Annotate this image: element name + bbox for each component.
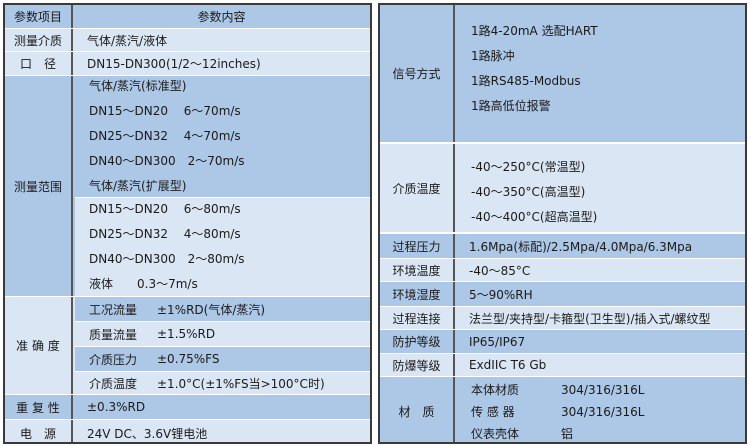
label: 介质温度 — [380, 144, 455, 232]
temp-line: -40～350°C(高温型) — [471, 184, 586, 199]
key: 工况流量 — [89, 302, 138, 317]
label: 过程压力 — [380, 234, 455, 258]
value: 5～90%RH — [469, 287, 533, 302]
label: 防爆等级 — [380, 354, 455, 376]
material-item: 仪表壳体 铝 — [471, 423, 745, 443]
material-item: 本体材质 304/316/316L — [471, 379, 745, 401]
signal-line: 1路高低位报警 — [471, 98, 551, 113]
label: 环境湿度 — [380, 282, 455, 306]
label: 环境温度 — [380, 259, 455, 281]
range-line: 气体/蒸汽(标准型) — [89, 79, 187, 93]
temp-line: -40～400°C(超高温型) — [471, 209, 598, 224]
accuracy-item: 介质压力 ±0.75%FS — [75, 347, 370, 372]
accuracy-item: 质量流量 ±1.5%RD — [75, 322, 370, 347]
accuracy-item: 工况流量 ±1%RD(气体/蒸汽) — [75, 297, 370, 322]
label: 电 源 — [5, 420, 73, 442]
value: ExdIIC T6 Gb — [469, 358, 547, 372]
header-row: 参数项目 参数内容 — [5, 5, 370, 29]
row-medium-temp: 介质温度 -40～250°C(常温型) -40～350°C(高温型) -40～4… — [380, 144, 745, 234]
val: ±1.5%RD — [157, 327, 216, 341]
label: 过程连接 — [380, 307, 455, 329]
range-line: DN25～DN32 4～80m/s — [89, 227, 241, 241]
val: ±1.0°C(±1%FS当>100°C时) — [157, 376, 325, 391]
row-power: 电 源 24V DC、3.6V锂电池 — [5, 420, 370, 442]
key: 介质压力 — [89, 352, 138, 367]
key: 本体材质 — [471, 382, 520, 397]
range-standard: 气体/蒸汽(标准型) DN15～DN20 6～70m/s DN25～DN32 4… — [75, 76, 370, 198]
val: 304/316/316L — [561, 404, 645, 419]
header-content: 参数内容 — [197, 10, 246, 24]
accuracy-item: 介质温度 ±1.0°C(±1%FS当>100°C时) — [75, 372, 370, 395]
value: 24V DC、3.6V锂电池 — [87, 426, 208, 441]
row-repeatability: 重 复 性 ±0.3%RD — [5, 395, 370, 420]
row-diameter: 口 径 DN15-DN300(1/2～12inches) — [5, 52, 370, 76]
value: ±0.3%RD — [87, 400, 146, 414]
value: 气体/蒸汽/液体 — [87, 33, 168, 48]
range-line: DN40～DN300 2～80m/s — [89, 252, 245, 266]
label: 测量介质 — [5, 29, 73, 51]
row-signal: 信号方式 1路4-20mA 选配HART 1路脉冲 1路RS485-Modbus… — [380, 5, 745, 144]
label: 口 径 — [5, 52, 73, 75]
val: ±1%RD(气体/蒸汽) — [157, 302, 266, 317]
range-line: DN15～DN20 6～80m/s — [89, 202, 241, 216]
right-spec-table: 信号方式 1路4-20mA 选配HART 1路脉冲 1路RS485-Modbus… — [378, 3, 747, 444]
label: 准 确 度 — [5, 297, 73, 394]
row-material: 材 质 本体材质 304/316/316L 传 感 器 304/316/316L 仪… — [380, 377, 745, 443]
row-spec: 防护等级 IP65/IP67 — [380, 330, 745, 354]
left-spec-table: 参数项目 参数内容 测量介质 气体/蒸汽/液体 口 径 DN15-DN300(1… — [3, 3, 372, 444]
key: 仪表壳体 — [471, 426, 520, 441]
label: 重 复 性 — [5, 395, 73, 419]
key: 传 感 器 — [471, 404, 515, 419]
val: 铝 — [561, 426, 574, 441]
val: 304/316/316L — [561, 382, 645, 397]
range-line: 液体 0.3～7m/s — [89, 277, 198, 291]
material-item: 传 感 器 304/316/316L — [471, 401, 745, 423]
range-line: DN40～DN300 2～70m/s — [89, 154, 245, 168]
label: 防护等级 — [380, 330, 455, 353]
value: IP65/IP67 — [469, 334, 526, 349]
row-spec: 环境温度 -40～85°C — [380, 259, 745, 282]
range-line: 气体/蒸汽(扩展型) — [89, 179, 187, 193]
range-extended: DN15～DN20 6～80m/s DN25～DN32 4～80m/s DN40… — [75, 198, 370, 297]
value: -40～85°C — [469, 263, 531, 278]
row-spec: 过程连接 法兰型/夹持型/卡箍型(卫生型)/插入式/螺纹型 — [380, 307, 745, 330]
label: 信号方式 — [380, 5, 455, 142]
temp-line: -40～250°C(常温型) — [471, 159, 586, 174]
value: 1.6Mpa(标配)/2.5Mpa/4.0Mpa/6.3Mpa — [469, 239, 693, 254]
range-line: DN15～DN20 6～70m/s — [89, 104, 241, 118]
signal-line: 1路RS485-Modbus — [471, 73, 581, 88]
value: 法兰型/夹持型/卡箍型(卫生型)/插入式/螺纹型 — [469, 311, 711, 326]
val: ±0.75%FS — [157, 352, 220, 366]
key: 介质温度 — [89, 376, 138, 391]
label: 测量范围 — [5, 76, 73, 296]
row-spec: 防爆等级 ExdIIC T6 Gb — [380, 354, 745, 377]
header-item: 参数项目 — [5, 5, 73, 28]
range-line: DN25～DN32 4～70m/s — [89, 129, 241, 143]
signal-line: 1路脉冲 — [471, 48, 515, 63]
row-medium: 测量介质 气体/蒸汽/液体 — [5, 29, 370, 52]
key: 质量流量 — [89, 327, 138, 342]
signal-line: 1路4-20mA 选配HART — [471, 23, 598, 38]
row-spec: 环境湿度 5～90%RH — [380, 282, 745, 307]
value: DN15-DN300(1/2～12inches) — [87, 57, 261, 71]
row-spec: 过程压力 1.6Mpa(标配)/2.5Mpa/4.0Mpa/6.3Mpa — [380, 234, 745, 259]
label: 材 质 — [380, 377, 455, 442]
